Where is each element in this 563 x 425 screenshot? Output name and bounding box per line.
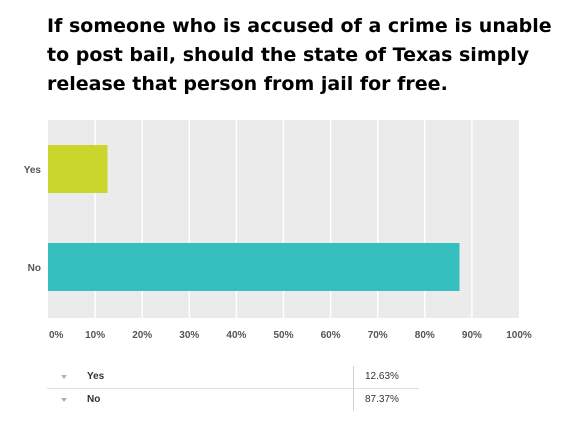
bars [48, 145, 460, 291]
row-label: No [87, 394, 101, 405]
bar-chart: Yes No 0% 10% 20% 30% 40% 50% 60% 70% 80% 90% 100% [24, 120, 532, 341]
bar-yes [48, 145, 108, 193]
chevron-down-icon[interactable] [61, 375, 67, 379]
chevron-down-icon[interactable] [61, 398, 67, 402]
x-tick-label: 30% [179, 330, 199, 341]
category-label: Yes [24, 165, 42, 176]
x-tick-label: 60% [321, 330, 341, 341]
x-tick-label: 0% [49, 330, 64, 341]
table-row-no[interactable]: No 87.37% [47, 389, 419, 411]
row-value: 87.37% [365, 394, 399, 405]
category-label: No [28, 263, 41, 274]
x-tick-label: 40% [226, 330, 246, 341]
row-value: 12.63% [365, 371, 399, 382]
category-labels: Yes No [24, 165, 42, 274]
x-tick-label: 70% [368, 330, 388, 341]
results-table: Yes 12.63% No 87.37% [47, 366, 419, 411]
table-row-yes[interactable]: Yes 12.63% [47, 366, 419, 389]
x-tick-label: 20% [132, 330, 152, 341]
x-tick-label: 10% [85, 330, 105, 341]
row-label: Yes [87, 371, 105, 382]
question-title: If someone who is accused of a crime is … [47, 15, 552, 95]
x-tick-labels: 0% 10% 20% 30% 40% 50% 60% 70% 80% 90% 100% [49, 330, 532, 341]
x-tick-label: 50% [273, 330, 293, 341]
bar-no [48, 243, 460, 291]
column-divider [353, 389, 354, 411]
x-tick-label: 90% [462, 330, 482, 341]
x-tick-label: 100% [506, 330, 532, 341]
x-tick-label: 80% [415, 330, 435, 341]
column-divider [353, 366, 354, 388]
